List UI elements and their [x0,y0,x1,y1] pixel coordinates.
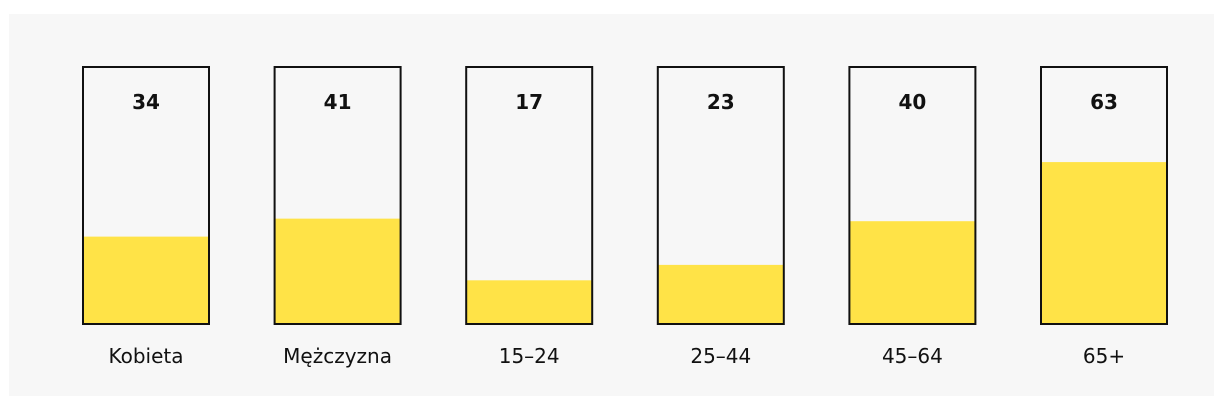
bar-frame [273,66,402,325]
bar-frame [848,66,977,325]
value-label: 17 [515,90,543,114]
category-label: 65+ [1083,344,1125,368]
bar-frame [82,66,210,325]
bar-frame [465,66,594,325]
bar-fill [274,218,401,324]
bar-fill [849,221,976,324]
category-label: Kobieta [108,344,183,368]
category-label: Mężczyzna [283,344,392,368]
value-label: 41 [324,90,352,114]
bar-frame [656,66,785,325]
category-label: 25–44 [690,344,751,368]
value-label: 63 [1090,90,1118,114]
bars-group: 34 Kobieta 41 Mężczyzna 17 15–24 23 25–44 40 45–6… [82,66,1168,368]
bar-fill [83,236,209,324]
bar-fill [1041,162,1167,324]
value-label: 40 [898,90,926,114]
value-label: 34 [132,90,160,114]
bar-frame [1040,66,1168,325]
category-label: 15–24 [499,344,560,368]
category-label: 45–64 [882,344,943,368]
bar-fill [466,280,593,324]
value-label: 23 [707,90,735,114]
bar-fill [657,264,784,324]
